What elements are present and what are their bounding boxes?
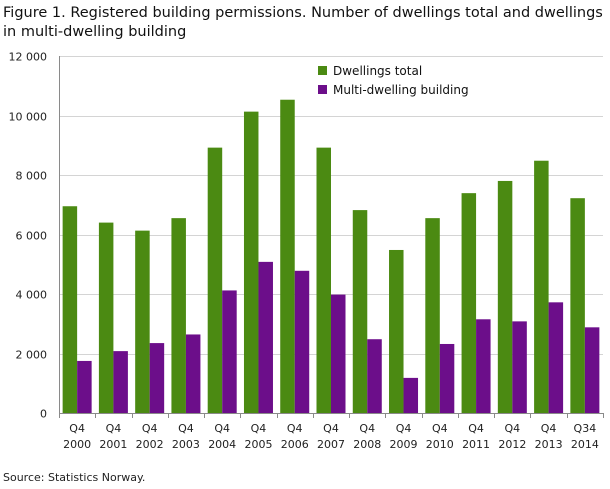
x-tick-label-year: 2013	[535, 438, 563, 451]
bar-multi-dwelling	[403, 377, 419, 413]
bar-multi-dwelling	[258, 261, 273, 413]
x-tick-label-quarter: Q4	[396, 422, 412, 435]
x-tick-label-year: 2004	[208, 438, 236, 451]
source-note: Source: Statistics Norway.	[3, 471, 146, 484]
bar-multi-dwelling	[584, 327, 600, 413]
bar-dwellings-total	[207, 147, 223, 413]
legend: Dwellings total Multi-dwelling building	[318, 64, 469, 97]
y-tick-label: 12 000	[9, 51, 48, 64]
x-tick-label-quarter: Q4	[323, 422, 339, 435]
bar-dwellings-total	[497, 180, 513, 413]
legend-swatch	[318, 66, 327, 75]
bar-dwellings-total	[316, 147, 331, 413]
bar-dwellings-total	[243, 111, 259, 413]
bar-dwellings-total	[352, 210, 368, 413]
bar-multi-dwelling	[331, 294, 346, 413]
bar-multi-dwelling	[367, 339, 382, 413]
y-tick-label: 4 000	[16, 289, 48, 302]
x-tick-label-year: 2010	[426, 438, 454, 451]
bar-dwellings-total	[534, 160, 549, 413]
bar-dwellings-total	[98, 222, 114, 413]
bar-multi-dwelling	[222, 290, 237, 413]
x-tick-label-quarter: Q4	[251, 422, 267, 435]
x-tick-label-quarter: Q4	[287, 422, 303, 435]
bar-dwellings-total	[171, 218, 186, 413]
axes: 0 2 000 4 000 6 000 8 000 10 000 12 000 Q4 2000 Q…	[9, 51, 604, 451]
x-tick-label-year: 2001	[99, 438, 127, 451]
bar-dwellings-total	[62, 206, 78, 413]
bar-multi-dwelling	[512, 321, 527, 413]
bar-multi-dwelling	[439, 343, 455, 413]
bar-multi-dwelling	[149, 343, 165, 413]
x-tick-label-quarter: Q4	[142, 422, 158, 435]
bar-multi-dwelling	[113, 351, 128, 413]
bar-dwellings-total	[389, 249, 404, 413]
bar-multi-dwelling	[476, 319, 491, 413]
bars	[62, 99, 600, 413]
x-tick-label-year: 2009	[390, 438, 418, 451]
chart-title: Figure 1. Registered building permission…	[3, 5, 603, 40]
x-tick-label-year: 2014	[571, 438, 599, 451]
x-tick-label-quarter: Q4	[214, 422, 230, 435]
x-tick-label-quarter: Q4	[69, 422, 85, 435]
y-tick-label: 2 000	[16, 349, 48, 362]
x-tick-label-quarter: Q4	[468, 422, 484, 435]
bar-dwellings-total	[425, 218, 440, 413]
legend-label: Dwellings total	[333, 64, 422, 78]
x-tick-label-quarter: Q4	[359, 422, 375, 435]
bar-multi-dwelling	[548, 302, 564, 413]
legend-label: Multi-dwelling building	[333, 83, 469, 97]
bar-dwellings-total	[135, 230, 150, 413]
x-tick-label-year: 2012	[498, 438, 526, 451]
bar-multi-dwelling	[77, 360, 92, 413]
y-tick-label: 8 000	[16, 170, 48, 183]
y-tick-label: 0	[40, 408, 47, 421]
x-tick-label-year: 2006	[281, 438, 309, 451]
y-tick-label: 6 000	[16, 230, 48, 243]
x-tick-label-year: 2005	[244, 438, 272, 451]
bar-dwellings-total	[570, 198, 585, 413]
x-tick-label-year: 2007	[317, 438, 345, 451]
y-tick-label: 10 000	[9, 111, 48, 124]
x-tick-label-quarter: Q4	[504, 422, 520, 435]
bar-multi-dwelling	[185, 334, 201, 413]
x-tick-label-quarter: Q4	[178, 422, 194, 435]
x-tick-label-year: 2000	[63, 438, 91, 451]
x-tick-label-quarter: Q4	[106, 422, 122, 435]
legend-item-dwellings-total: Dwellings total	[318, 64, 422, 78]
x-tick-label-quarter: Q4	[541, 422, 557, 435]
x-tick-label-year: 2003	[172, 438, 200, 451]
x-tick-label-quarter: Q4	[432, 422, 448, 435]
x-tick-label-quarter: Q34	[574, 422, 597, 435]
x-tick-label-year: 2002	[136, 438, 164, 451]
x-tick-label-year: 2008	[353, 438, 381, 451]
bar-multi-dwelling	[294, 270, 310, 413]
legend-swatch	[318, 85, 327, 94]
bar-dwellings-total	[461, 193, 477, 413]
legend-item-multi-dwelling: Multi-dwelling building	[318, 83, 469, 97]
x-tick-label-year: 2011	[462, 438, 490, 451]
bar-dwellings-total	[280, 99, 295, 413]
